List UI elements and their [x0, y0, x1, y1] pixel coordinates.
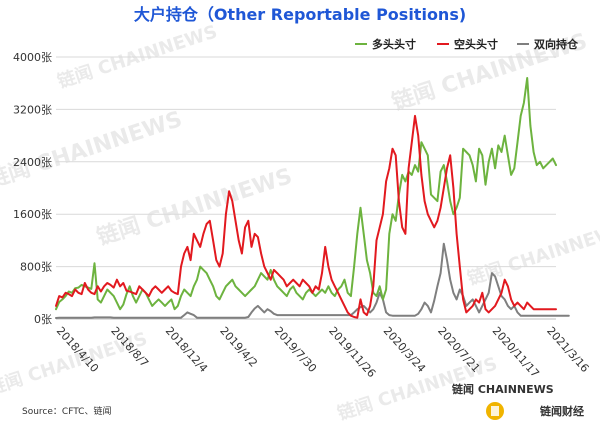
- brand-name: 链闻 CHAINNEWS: [452, 382, 554, 396]
- legend-label-long: 多头头寸: [372, 37, 416, 51]
- y-tick-label: 4000张: [13, 51, 52, 64]
- y-axis: 0张 800张 1600张 2400张 3200张 4000张: [13, 51, 52, 326]
- x-tick-label: 2019/7/30: [272, 324, 319, 375]
- series-line-spread: [55, 242, 570, 319]
- brand-logo: 链闻 CHAINNEWS 链闻财经: [452, 382, 584, 420]
- x-tick-label: 2019/11/26: [326, 324, 378, 380]
- legend-label-short: 空头头寸: [454, 37, 498, 51]
- x-tick-label: 2019/4/2: [217, 324, 260, 369]
- grid-layer: [56, 56, 556, 320]
- chart-title: 大户持仓（Other Reportable Positions): [134, 5, 466, 24]
- legend-label-spread: 双向持仓: [534, 37, 579, 51]
- watermark-5: 链闻 CHAINNEWS: [465, 217, 600, 289]
- x-tick-label: 2020/3/24: [381, 324, 428, 375]
- plot-area: [55, 77, 570, 319]
- y-tick-label: 3200张: [13, 103, 52, 116]
- source-note: Source：CFTC、链闻: [22, 405, 111, 417]
- y-tick-label: 0张: [34, 313, 52, 326]
- brand-secondary: 链闻财经: [540, 404, 584, 418]
- y-tick-label: 2400张: [13, 156, 52, 169]
- x-tick-label: 2021/3/16: [544, 324, 591, 375]
- y-tick-label: 1600张: [13, 208, 52, 221]
- coin-icon-mark: [491, 406, 499, 416]
- series-line-long: [55, 77, 557, 311]
- watermark-2: 链闻 CHAINNEWS: [0, 106, 185, 194]
- y-tick-label: 800张: [20, 261, 52, 274]
- legend: 多头头寸 空头头寸 双向持仓: [355, 37, 579, 51]
- x-tick-label: 2018/12/4: [163, 324, 210, 375]
- series-line-short: [55, 114, 557, 319]
